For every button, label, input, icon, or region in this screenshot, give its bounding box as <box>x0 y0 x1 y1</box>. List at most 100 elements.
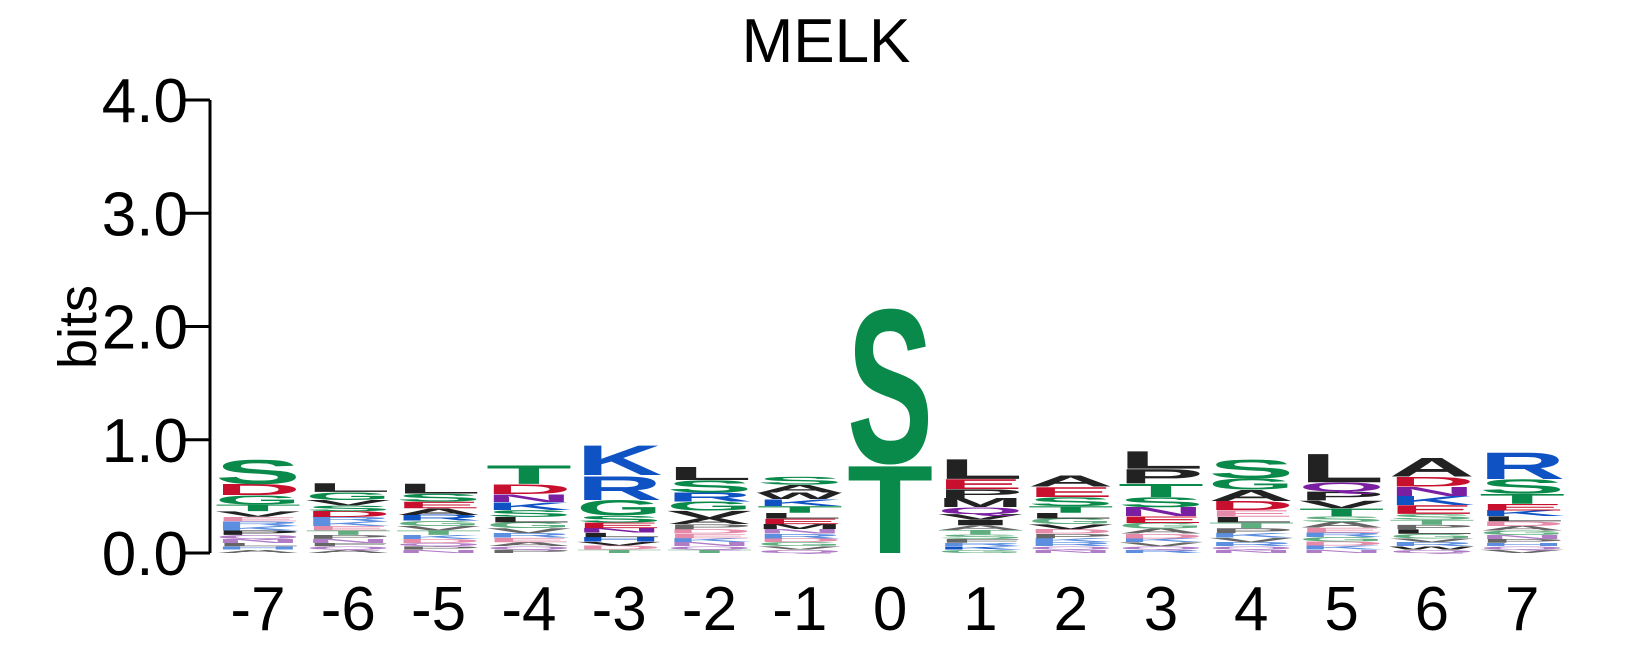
logo-letter: A <box>1028 472 1114 490</box>
logo-letter: E <box>1479 502 1565 513</box>
logo-letter: N <box>305 538 391 544</box>
logo-letter: P <box>486 549 572 554</box>
logo-letter: N <box>1028 549 1114 554</box>
logo-letter: T <box>305 529 391 536</box>
logo-letter: P <box>1389 524 1475 531</box>
logo-letter: A <box>757 482 843 494</box>
logo-letter: R <box>1208 541 1294 547</box>
x-tick-label: 1 <box>963 575 997 644</box>
logo-letter: T <box>1118 480 1204 501</box>
logo-letter: A <box>1208 487 1294 505</box>
logo-letter: P <box>1028 533 1114 540</box>
logo-letter: V <box>576 541 662 547</box>
logo-letter: A <box>215 549 301 554</box>
chart-title: MELK <box>742 7 911 76</box>
logo-letter: K <box>486 500 572 512</box>
logo-letter: E <box>396 500 482 511</box>
logo-letter: E <box>486 537 572 544</box>
logo-letter: Q <box>396 542 482 547</box>
x-tick-label: 7 <box>1505 575 1539 644</box>
logo-letter: E <box>215 516 301 523</box>
logo-letter: D <box>396 538 482 544</box>
logo-letter: G <box>1028 517 1114 526</box>
logo-letter: P <box>1299 489 1385 503</box>
logo-letter: G <box>1118 522 1204 531</box>
logo-letter: G <box>1208 475 1294 493</box>
logo-letter: A <box>396 507 482 518</box>
logo-letter: R <box>757 533 843 540</box>
logo-letter: E <box>757 517 843 526</box>
logo-letter: G <box>667 499 753 513</box>
logo-letter: K <box>1389 493 1475 507</box>
logo-letter: D <box>486 481 572 497</box>
y-tick-label: 2.0 <box>102 294 188 363</box>
logo-letter: K <box>937 545 1023 550</box>
logo-letter: Q <box>667 545 753 550</box>
logo-letter: R <box>396 514 482 523</box>
logo-letter: K <box>1479 509 1565 518</box>
logo-letter: P <box>305 534 391 540</box>
logo-letter: T <box>937 529 1023 536</box>
logo-letter: K <box>305 520 391 527</box>
logo-letter: S <box>937 533 1023 540</box>
logo-letter: S <box>1389 513 1475 522</box>
logo-letter: N <box>576 527 662 534</box>
logo-letter: L <box>215 542 301 547</box>
logo-letter: S <box>1118 494 1204 510</box>
x-tick-label: 0 <box>873 575 907 644</box>
logo-letter: P <box>1479 538 1565 544</box>
logo-letter: V <box>215 510 301 519</box>
x-tick-label: -3 <box>592 575 647 644</box>
x-tick-label: -1 <box>772 575 827 644</box>
x-tick-label: 5 <box>1324 575 1358 644</box>
logo-letter: Q <box>305 545 391 550</box>
logo-letter: N <box>1479 534 1565 540</box>
logo-letter: A <box>667 517 753 526</box>
logo-letter: V <box>1208 537 1294 544</box>
y-axis-label: bits <box>48 285 108 369</box>
logo-letter: R <box>486 532 572 539</box>
logo-letter: T <box>576 549 662 554</box>
logo-letter: T <box>847 440 933 580</box>
logo-letter: I <box>937 518 1023 527</box>
logo-letter: P <box>396 545 482 550</box>
logo-letter: D <box>215 481 301 499</box>
logo-letter: D <box>1389 474 1475 490</box>
logo-letter: L <box>1479 515 1565 523</box>
logo-letter: L <box>1118 446 1204 474</box>
logo-letter: Q <box>1208 545 1294 550</box>
logo-letter: R <box>1479 445 1565 487</box>
logo-letter: A <box>1118 527 1204 535</box>
logo-letter: A <box>937 524 1023 531</box>
logo-letter: M <box>937 496 1023 510</box>
logo-letter: G <box>396 519 482 527</box>
logo-letter: S <box>757 475 843 487</box>
logo-letter: K <box>1299 545 1385 551</box>
logo-letter: G <box>937 549 1023 554</box>
logo-letter: G <box>576 496 662 521</box>
logo-letter: S <box>576 514 662 525</box>
logo-letter: W <box>757 491 843 502</box>
logo-letter: D <box>757 537 843 543</box>
logo-letter: R <box>576 469 662 508</box>
logo-letter: G <box>1479 529 1565 536</box>
logo-letter: K <box>576 436 662 484</box>
logo-letter: R <box>215 520 301 527</box>
logo-letter: Q <box>1118 545 1204 550</box>
logo-letter: D <box>1208 499 1294 513</box>
logo-letter: G <box>486 521 572 530</box>
logo-letter: R <box>1118 549 1204 554</box>
logo-letter: N <box>486 492 572 504</box>
logo-letter: H <box>576 536 662 543</box>
logo-letter: V <box>486 527 572 535</box>
logo-letter: M <box>757 523 843 531</box>
logo-letter: K <box>667 537 753 543</box>
logo-letter: G <box>1299 536 1385 543</box>
x-tick-label: -7 <box>230 575 285 644</box>
